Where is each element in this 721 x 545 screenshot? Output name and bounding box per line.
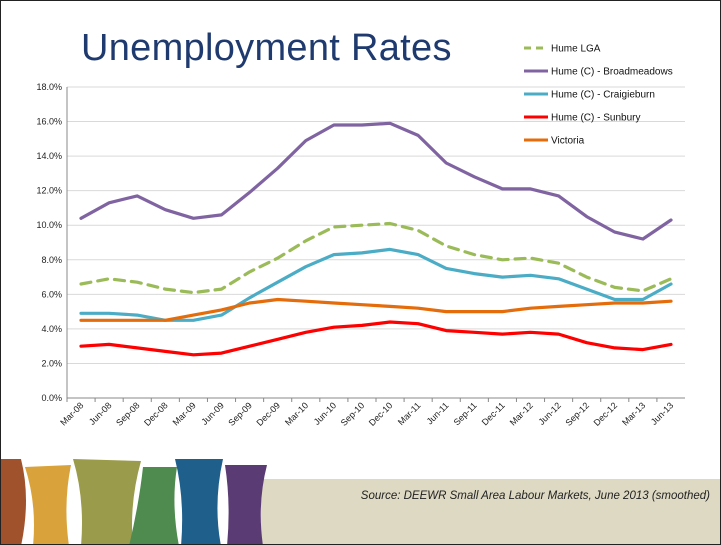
series-line-4 <box>79 297 673 322</box>
footer-shape-2 <box>25 465 71 544</box>
x-tick-label: Jun-09 <box>199 400 226 427</box>
line-chart: 0.0% 2.0% 4.0% 6.0% 8.0% 10.0% 12.0% 14.0% 16.0%… <box>36 44 685 428</box>
y-tick-label: 18.0% <box>36 82 62 92</box>
y-tick-label: 14.0% <box>36 151 62 161</box>
y-tick-label: 8.0% <box>41 255 62 265</box>
legend-label-1: Hume (C) - Broadmeadows <box>551 67 673 78</box>
x-tick-label: Mar-13 <box>620 400 647 427</box>
footer-band-bg <box>261 479 720 544</box>
y-tick-label: 4.0% <box>41 324 62 334</box>
x-tick-label: Jun-11 <box>425 400 451 426</box>
series-line-1 <box>79 121 673 241</box>
series-line-3 <box>79 320 673 357</box>
x-tick-label: Sep-12 <box>563 400 591 428</box>
footer-shape-1 <box>1 459 26 544</box>
legend-label-0: Hume LGA <box>551 44 601 55</box>
x-tick-label: Sep-11 <box>452 400 479 427</box>
chart-title: Unemployment Rates <box>81 27 452 69</box>
y-tick-label: 10.0% <box>36 220 62 230</box>
y-tick-label: 16.0% <box>36 117 62 127</box>
x-tick-label: Jun-08 <box>87 400 114 427</box>
legend-label-2: Hume (C) - Craigieburn <box>551 90 655 101</box>
x-tick-label: Jun-13 <box>649 400 676 427</box>
chart-legend: Hume LGA Hume (C) - Broadmeadows Hume (C) … <box>524 44 673 147</box>
x-tick-label: Jun-12 <box>536 400 563 427</box>
series-line-0 <box>79 221 673 295</box>
x-tick-label: Mar-12 <box>508 400 535 427</box>
y-tick-label: 2.0% <box>41 358 62 368</box>
x-tick-label: Dec-11 <box>480 400 507 427</box>
footer-decoration <box>1 459 720 544</box>
footer-shape-6 <box>225 465 267 544</box>
footer-shape-5 <box>175 459 223 544</box>
x-tick-label: Dec-08 <box>142 400 170 428</box>
footer-shape-4 <box>129 467 179 544</box>
x-tick-label: Sep-10 <box>339 400 367 428</box>
x-tick-label: Mar-09 <box>171 400 198 427</box>
legend-label-3: Hume (C) - Sunbury <box>551 113 640 124</box>
y-tick-label: 0.0% <box>41 393 62 403</box>
x-tick-label: Dec-09 <box>255 400 283 428</box>
x-tick-label: Mar-10 <box>283 400 310 427</box>
x-tick-label: Sep-08 <box>114 400 142 428</box>
x-tick-label: Sep-09 <box>226 400 254 428</box>
series-line-2 <box>79 247 673 322</box>
source-note: Source: DEEWR Small Area Labour Markets,… <box>360 490 710 502</box>
x-tick-label: Jun-10 <box>312 400 339 427</box>
y-tick-label: 12.0% <box>36 186 62 196</box>
plot-area: 0.0% 2.0% 4.0% 6.0% 8.0% 10.0% 12.0% 14.0% 16.0%… <box>36 82 685 428</box>
x-tick-label: Dec-10 <box>367 400 395 428</box>
x-tick-label: Mar-08 <box>58 400 85 427</box>
legend-label-4: Victoria <box>551 136 585 147</box>
x-tick-label: Mar-11 <box>396 400 423 427</box>
y-tick-label: 6.0% <box>41 289 62 299</box>
x-tick-label: Dec-12 <box>592 400 620 428</box>
footer-shape-3 <box>73 459 141 544</box>
